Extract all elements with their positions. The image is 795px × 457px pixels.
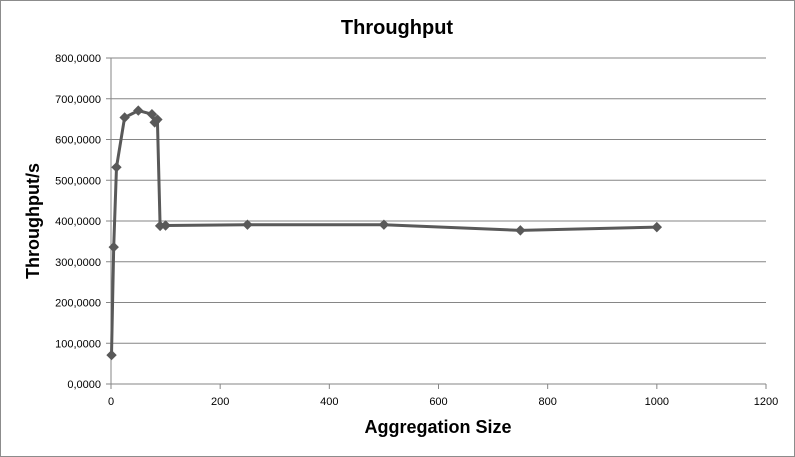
y-axis-title: Throughput/s (23, 163, 43, 279)
data-point-marker (119, 112, 130, 123)
data-series (106, 105, 663, 361)
data-point-marker (160, 220, 171, 231)
series-line (110, 109, 657, 356)
data-point-marker (133, 105, 144, 116)
y-tick-label: 700,0000 (55, 94, 101, 106)
y-tick-labels: 0,0000 100,0000 200,0000 300,0000 400,0000 50… (55, 53, 101, 391)
data-point-marker (152, 114, 163, 125)
data-point-marker (106, 349, 117, 361)
data-point-marker (651, 221, 663, 233)
data-point-marker (378, 219, 390, 230)
chart-title: Throughput (341, 17, 454, 39)
y-tick-label: 500,0000 (55, 175, 101, 187)
gridlines (111, 57, 766, 344)
data-point-marker (515, 225, 526, 236)
data-point-marker (111, 162, 122, 173)
y-tick-label: 200,0000 (55, 298, 101, 310)
y-tick-label: 600,0000 (55, 135, 101, 147)
x-tick-label: 1000 (645, 396, 669, 408)
x-tick-label: 600 (429, 396, 447, 408)
y-tick-label: 800,0000 (55, 53, 101, 65)
x-tick-label: 200 (211, 396, 229, 408)
y-tick-label: 0,0000 (67, 379, 101, 391)
x-axis-title: Aggregation Size (364, 417, 511, 437)
data-point-marker (242, 219, 253, 230)
x-tick-label: 1200 (754, 396, 778, 408)
axes (106, 57, 767, 389)
x-tick-label: 800 (538, 396, 556, 408)
y-tick-label: 400,0000 (55, 216, 101, 228)
data-point-marker (108, 241, 119, 253)
y-tick-label: 100,0000 (55, 338, 101, 350)
x-tick-label: 400 (320, 396, 338, 408)
y-tick-label: 300,0000 (55, 257, 101, 269)
x-tick-label: 0 (108, 396, 114, 408)
data-point-marker (146, 109, 158, 120)
x-tick-labels: 0 200 400 600 800 1000 1200 (108, 396, 778, 408)
